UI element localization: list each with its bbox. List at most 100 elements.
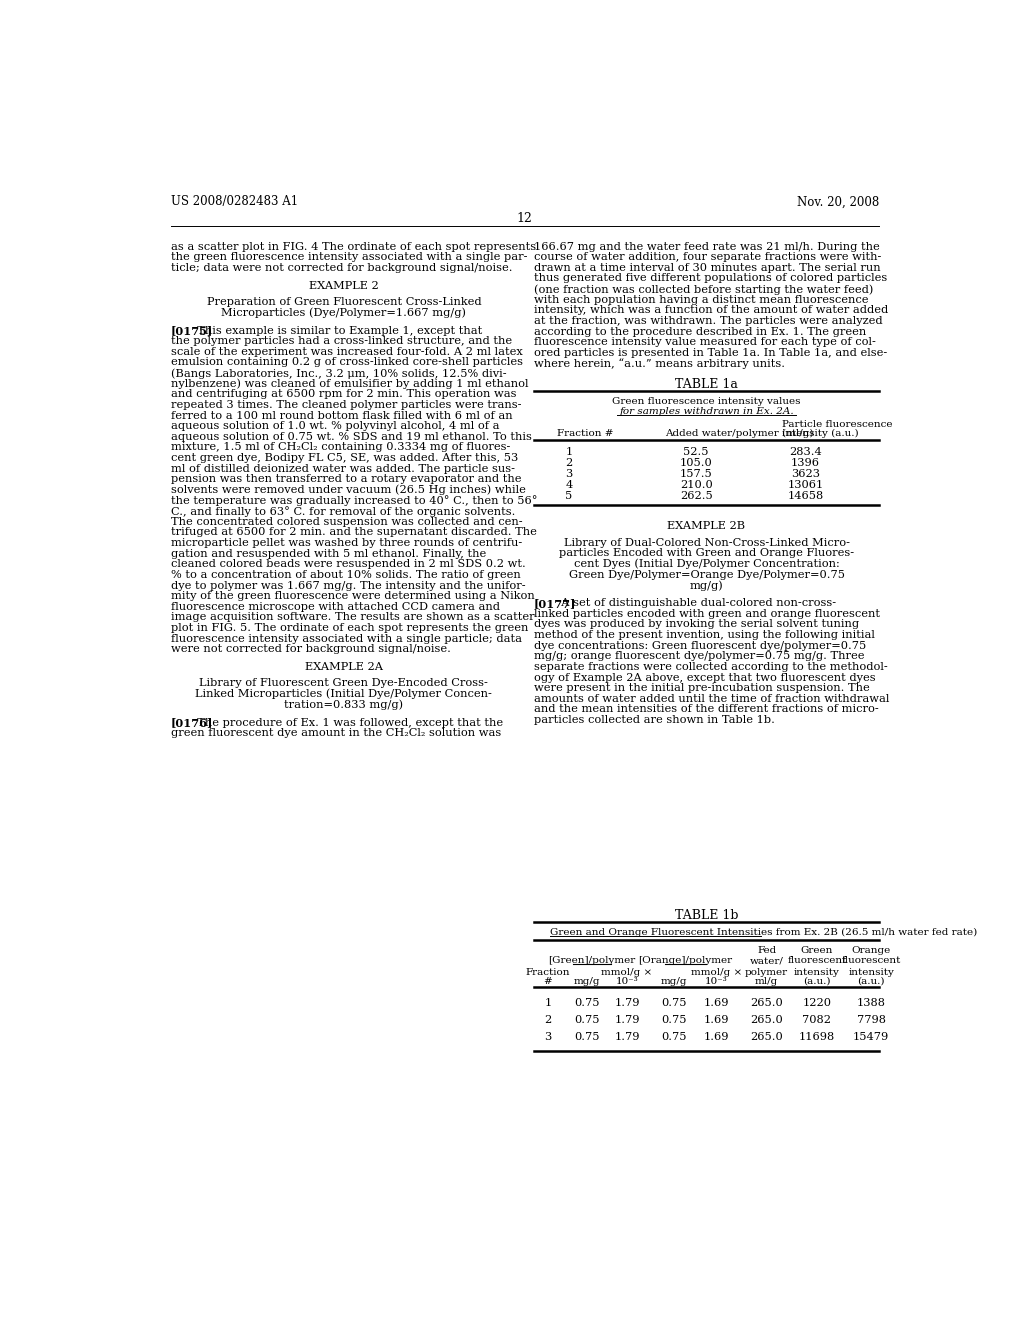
Text: 1.79: 1.79 (614, 1015, 640, 1026)
Text: 210.0: 210.0 (680, 480, 713, 490)
Text: ticle; data were not corrected for background signal/noise.: ticle; data were not corrected for backg… (171, 263, 512, 273)
Text: Library of Dual-Colored Non-Cross-Linked Micro-: Library of Dual-Colored Non-Cross-Linked… (563, 537, 850, 548)
Text: EXAMPLE 2: EXAMPLE 2 (309, 281, 379, 290)
Text: 0.75: 0.75 (574, 998, 599, 1008)
Text: % to a concentration of about 10% solids. The ratio of green: % to a concentration of about 10% solids… (171, 570, 520, 579)
Text: the polymer particles had a cross-linked structure, and the: the polymer particles had a cross-linked… (171, 337, 512, 346)
Text: [Orange]/polymer: [Orange]/polymer (638, 956, 732, 965)
Text: with each population having a distinct mean fluorescence: with each population having a distinct m… (535, 294, 868, 305)
Text: intensity (a.u.): intensity (a.u.) (782, 429, 859, 438)
Text: 3623: 3623 (792, 469, 820, 479)
Text: This example is similar to Example 1, except that: This example is similar to Example 1, ex… (190, 326, 482, 335)
Text: 2: 2 (565, 458, 572, 467)
Text: at the fraction, was withdrawn. The particles were analyzed: at the fraction, was withdrawn. The part… (535, 315, 883, 326)
Text: fluorescence intensity value measured for each type of col-: fluorescence intensity value measured fo… (535, 337, 876, 347)
Text: The concentrated colored suspension was collected and cen-: The concentrated colored suspension was … (171, 516, 522, 527)
Text: 5: 5 (565, 491, 572, 502)
Text: Nov. 20, 2008: Nov. 20, 2008 (797, 195, 879, 209)
Text: 0.75: 0.75 (660, 998, 686, 1008)
Text: for samples withdrawn in Ex. 2A.: for samples withdrawn in Ex. 2A. (620, 407, 794, 416)
Text: 10⁻³: 10⁻³ (705, 977, 728, 986)
Text: mmol/g ×: mmol/g × (601, 968, 652, 977)
Text: EXAMPLE 2B: EXAMPLE 2B (668, 520, 745, 531)
Text: (one fraction was collected before starting the water feed): (one fraction was collected before start… (535, 284, 873, 294)
Text: intensity: intensity (794, 968, 840, 977)
Text: Particle fluorescence: Particle fluorescence (782, 420, 893, 429)
Text: 14658: 14658 (787, 491, 823, 502)
Text: A set of distinguishable dual-colored non-cross-: A set of distinguishable dual-colored no… (554, 598, 836, 609)
Text: 4: 4 (565, 480, 572, 490)
Text: [Green]/polymer: [Green]/polymer (549, 956, 636, 965)
Text: TABLE 1a: TABLE 1a (675, 378, 738, 391)
Text: 15479: 15479 (853, 1032, 890, 1041)
Text: [0177]: [0177] (535, 598, 577, 610)
Text: 3: 3 (545, 1032, 552, 1041)
Text: drawn at a time interval of 30 minutes apart. The serial run: drawn at a time interval of 30 minutes a… (535, 263, 881, 273)
Text: 13061: 13061 (787, 480, 823, 490)
Text: fluorescent: fluorescent (842, 956, 901, 965)
Text: dye concentrations: Green fluorescent dye/polymer=0.75: dye concentrations: Green fluorescent dy… (535, 640, 866, 651)
Text: linked particles encoded with green and orange fluorescent: linked particles encoded with green and … (535, 609, 880, 619)
Text: 52.5: 52.5 (683, 446, 709, 457)
Text: 7082: 7082 (803, 1015, 831, 1026)
Text: polymer: polymer (745, 968, 788, 977)
Text: ml/g: ml/g (755, 977, 778, 986)
Text: 12: 12 (517, 213, 532, 226)
Text: plot in FIG. 5. The ordinate of each spot represents the green: plot in FIG. 5. The ordinate of each spo… (171, 623, 528, 634)
Text: (a.u.): (a.u.) (803, 977, 830, 986)
Text: 1.79: 1.79 (614, 998, 640, 1008)
Text: 10⁻³: 10⁻³ (615, 977, 639, 986)
Text: 1: 1 (565, 446, 572, 457)
Text: #: # (544, 977, 552, 986)
Text: 3: 3 (565, 469, 572, 479)
Text: dye to polymer was 1.667 mg/g. The intensity and the unifor-: dye to polymer was 1.667 mg/g. The inten… (171, 581, 525, 590)
Text: TABLE 1b: TABLE 1b (675, 909, 738, 923)
Text: ogy of Example 2A above, except that two fluorescent dyes: ogy of Example 2A above, except that two… (535, 673, 876, 682)
Text: particles collected are shown in Table 1b.: particles collected are shown in Table 1… (535, 715, 775, 725)
Text: method of the present invention, using the following initial: method of the present invention, using t… (535, 630, 874, 640)
Text: cent green dye, Bodipy FL C5, SE, was added. After this, 53: cent green dye, Bodipy FL C5, SE, was ad… (171, 453, 518, 463)
Text: microparticle pellet was washed by three rounds of centrifu-: microparticle pellet was washed by three… (171, 539, 522, 548)
Text: and centrifuging at 6500 rpm for 2 min. This operation was: and centrifuging at 6500 rpm for 2 min. … (171, 389, 516, 399)
Text: emulsion containing 0.2 g of cross-linked core-shell particles: emulsion containing 0.2 g of cross-linke… (171, 358, 522, 367)
Text: Green fluorescence intensity values: Green fluorescence intensity values (612, 397, 801, 405)
Text: mity of the green fluorescence were determined using a Nikon: mity of the green fluorescence were dete… (171, 591, 535, 601)
Text: repeated 3 times. The cleaned polymer particles were trans-: repeated 3 times. The cleaned polymer pa… (171, 400, 521, 411)
Text: and the mean intensities of the different fractions of micro-: and the mean intensities of the differen… (535, 705, 879, 714)
Text: mg/g): mg/g) (689, 581, 723, 591)
Text: Orange: Orange (852, 946, 891, 954)
Text: 1220: 1220 (803, 998, 831, 1008)
Text: gation and resuspended with 5 ml ethanol. Finally, the: gation and resuspended with 5 ml ethanol… (171, 549, 485, 558)
Text: were present in the initial pre-incubation suspension. The: were present in the initial pre-incubati… (535, 684, 869, 693)
Text: 1.79: 1.79 (614, 1032, 640, 1041)
Text: US 2008/0282483 A1: US 2008/0282483 A1 (171, 195, 298, 209)
Text: 0.75: 0.75 (574, 1015, 599, 1026)
Text: mixture, 1.5 ml of CH₂Cl₂ containing 0.3334 mg of fluores-: mixture, 1.5 ml of CH₂Cl₂ containing 0.3… (171, 442, 510, 453)
Text: 283.4: 283.4 (790, 446, 822, 457)
Text: intensity: intensity (848, 968, 894, 977)
Text: Linked Microparticles (Initial Dye/Polymer Concen-: Linked Microparticles (Initial Dye/Polym… (196, 689, 493, 700)
Text: were not corrected for background signal/noise.: were not corrected for background signal… (171, 644, 451, 655)
Text: The procedure of Ex. 1 was followed, except that the: The procedure of Ex. 1 was followed, exc… (190, 718, 504, 727)
Text: fluorescence intensity associated with a single particle; data: fluorescence intensity associated with a… (171, 634, 521, 644)
Text: image acquisition software. The results are shown as a scatter: image acquisition software. The results … (171, 612, 535, 623)
Text: 105.0: 105.0 (680, 458, 713, 467)
Text: Fraction #: Fraction # (557, 429, 613, 438)
Text: (a.u.): (a.u.) (857, 977, 885, 986)
Text: 7798: 7798 (857, 1015, 886, 1026)
Text: fluorescence microscope with attached CCD camera and: fluorescence microscope with attached CC… (171, 602, 500, 611)
Text: ferred to a 100 ml round bottom flask filled with 6 ml of an: ferred to a 100 ml round bottom flask fi… (171, 411, 512, 421)
Text: 1388: 1388 (857, 998, 886, 1008)
Text: scale of the experiment was increased four-fold. A 2 ml latex: scale of the experiment was increased fo… (171, 347, 522, 356)
Text: Added water/polymer (ml/g): Added water/polymer (ml/g) (666, 429, 814, 438)
Text: 1.69: 1.69 (703, 1032, 729, 1041)
Text: 265.0: 265.0 (751, 1015, 783, 1026)
Text: Fraction: Fraction (525, 968, 570, 977)
Text: ored particles is presented in Table 1a. In Table 1a, and else-: ored particles is presented in Table 1a.… (535, 348, 888, 358)
Text: mg/g; orange fluorescent dye/polymer=0.75 mg/g. Three: mg/g; orange fluorescent dye/polymer=0.7… (535, 651, 864, 661)
Text: amounts of water added until the time of fraction withdrawal: amounts of water added until the time of… (535, 694, 890, 704)
Text: Preparation of Green Fluorescent Cross-Linked: Preparation of Green Fluorescent Cross-L… (207, 297, 481, 306)
Text: C., and finally to 63° C. for removal of the organic solvents.: C., and finally to 63° C. for removal of… (171, 506, 515, 517)
Text: Green Dye/Polymer=Orange Dye/Polymer=0.75: Green Dye/Polymer=Orange Dye/Polymer=0.7… (568, 569, 845, 579)
Text: mg/g: mg/g (573, 977, 600, 986)
